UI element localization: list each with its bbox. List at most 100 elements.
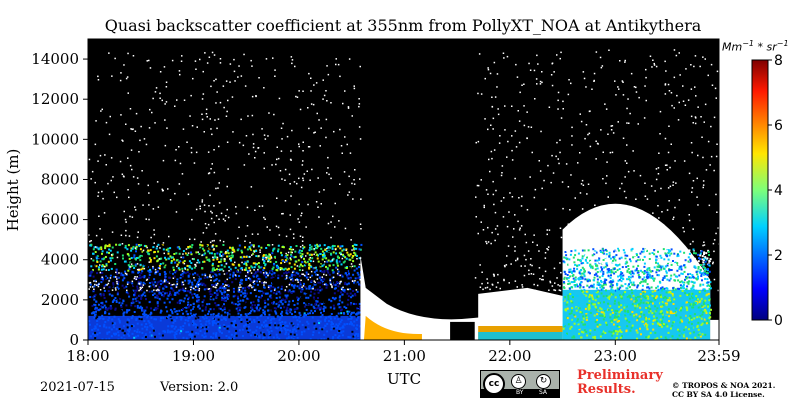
noise-dot — [308, 146, 311, 148]
noise-dot — [155, 289, 158, 292]
aerosol2-cell — [628, 258, 631, 261]
aerosol-cell — [131, 247, 134, 250]
noise-dot — [481, 282, 483, 285]
noise-dot — [707, 74, 709, 77]
aerosol-cell — [146, 264, 148, 266]
aerosol-cell — [319, 265, 322, 268]
aerosol2-cell — [663, 275, 666, 278]
aerosol-cell — [155, 307, 158, 310]
aerosol-cell — [291, 330, 294, 333]
aerosol2-cell — [665, 270, 668, 273]
aerosol-cell — [181, 328, 184, 331]
noise-dot — [602, 151, 604, 153]
noise-dot — [190, 151, 193, 154]
aerosol-cell — [178, 268, 181, 271]
noise-dot — [227, 99, 229, 102]
noise-dot — [715, 193, 717, 196]
aerosol-cell — [156, 283, 159, 286]
noise-dot — [582, 71, 585, 73]
aerosol-cell — [255, 250, 258, 252]
noise-dot — [156, 181, 159, 183]
noise-dot — [107, 182, 109, 185]
aerosol-cell — [190, 246, 193, 249]
noise-dot — [88, 288, 90, 290]
aerosol2-cell — [596, 319, 598, 321]
aerosol-cell — [95, 310, 97, 313]
aerosol-cell — [216, 322, 219, 325]
aerosol-cell — [140, 268, 143, 271]
aerosol2-cell — [583, 338, 586, 340]
noise-dot — [126, 289, 128, 292]
aerosol-cell — [287, 256, 290, 259]
noise-dot — [254, 150, 257, 153]
noise-dot — [666, 164, 668, 166]
noise-dot — [182, 128, 185, 130]
aerosol-cell — [357, 335, 360, 337]
aerosol-cell — [352, 324, 355, 327]
noise-dot — [204, 210, 206, 213]
aerosol-cell — [94, 325, 97, 328]
aerosol-cell — [272, 336, 275, 339]
aerosol-cell — [122, 314, 125, 317]
aerosol-cell — [222, 256, 225, 259]
aerosol-cell — [127, 244, 130, 247]
aerosol-cell — [306, 320, 309, 323]
aerosol2-cell — [574, 284, 577, 286]
noise-dot — [252, 281, 255, 283]
aerosol2-cell — [579, 259, 582, 262]
noise-dot — [577, 162, 579, 164]
aerosol2-cell — [633, 327, 636, 330]
aerosol-cell — [264, 302, 267, 304]
aerosol-cell — [125, 311, 128, 314]
aerosol-cell — [274, 307, 277, 310]
aerosol-cell — [204, 273, 207, 276]
noise-dot — [289, 228, 292, 231]
noise-dot — [199, 207, 201, 210]
aerosol-cell — [93, 285, 96, 288]
aerosol-cell — [201, 309, 204, 312]
aerosol2-cell — [651, 290, 654, 293]
aerosol2-cell — [567, 294, 570, 297]
aerosol-cell — [358, 308, 361, 311]
noise-dot — [715, 97, 717, 99]
aerosol-cell — [182, 250, 185, 253]
aerosol-cell — [95, 265, 98, 268]
noise-dot — [701, 136, 703, 138]
noise-dot — [267, 260, 269, 263]
noise-dot — [272, 57, 274, 59]
aerosol-cell — [293, 256, 296, 259]
aerosol2-cell — [573, 322, 576, 325]
noise-dot — [91, 286, 94, 288]
noise-dot — [492, 273, 495, 276]
noise-dot — [121, 173, 124, 175]
aerosol-cell — [161, 290, 164, 293]
aerosol-cell — [342, 312, 345, 314]
aerosol-cell — [245, 314, 248, 317]
noise-dot — [120, 72, 122, 74]
aerosol-cell — [124, 270, 126, 273]
aerosol-cell — [197, 316, 200, 319]
aerosol2-cell — [706, 278, 709, 281]
noise-dot — [229, 81, 231, 83]
noise-dot — [496, 86, 498, 88]
noise-dot — [208, 276, 211, 278]
aerosol-cell — [274, 311, 277, 314]
aerosol-cell — [270, 284, 272, 287]
aerosol-cell — [172, 269, 175, 271]
noise-dot — [208, 56, 211, 58]
aerosol-cell — [231, 324, 234, 327]
noise-dot — [193, 238, 196, 241]
aerosol-cell — [320, 288, 323, 291]
aerosol2-cell — [598, 329, 601, 332]
aerosol-cell — [245, 262, 248, 265]
aerosol-cell — [201, 301, 204, 304]
aerosol-cell — [179, 251, 182, 254]
noise-dot — [327, 167, 329, 169]
aerosol-cell — [200, 323, 203, 326]
noise-dot — [332, 215, 334, 218]
noise-dot — [514, 280, 517, 282]
aerosol-cell — [149, 331, 152, 334]
aerosol2-cell — [676, 287, 679, 290]
noise-dot — [93, 288, 95, 290]
noise-dot — [254, 209, 256, 211]
